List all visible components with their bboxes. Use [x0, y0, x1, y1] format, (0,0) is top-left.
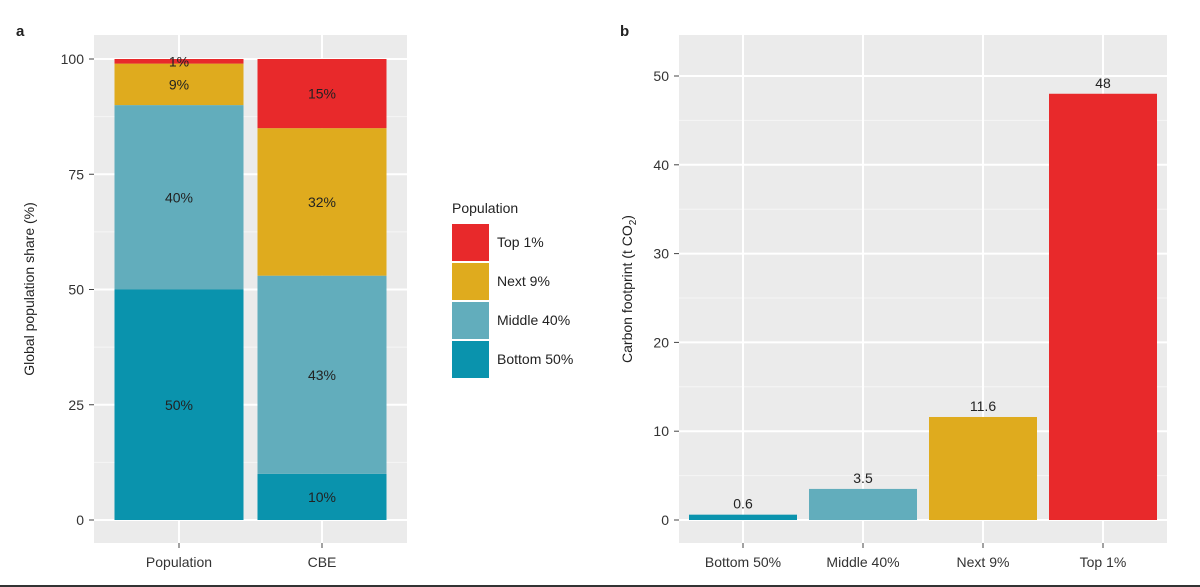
plot-a-bars: 50% 40% 9% 1% 10% 43% 32% 15% [114, 53, 387, 520]
plot-b-y-axis-label: Carbon footprint (t CO2) [619, 215, 639, 363]
bar [809, 488, 917, 520]
bar-segment [257, 473, 387, 520]
legend-label: Middle 40% [497, 312, 570, 328]
bar-segment [114, 105, 244, 290]
plot-b-y-axis-label-main: Carbon footprint (t CO [619, 225, 635, 363]
legend-title: Population [452, 200, 518, 216]
x-tick-label: Top 1% [1080, 554, 1127, 570]
segment-data-label: 10% [308, 489, 336, 505]
y-tick-label: 100 [61, 51, 85, 67]
bar-data-label: 0.6 [733, 496, 753, 512]
panel-b-label: b [620, 23, 629, 40]
x-tick-label: Next 9% [957, 554, 1010, 570]
plot-a-y-axis-label: Global population share (%) [21, 202, 37, 376]
bar-segment [114, 59, 244, 64]
legend: Population Top 1% Next 9% Middle 40% Bottom… [452, 200, 573, 378]
bar-data-label: 3.5 [853, 470, 873, 486]
legend-swatch [452, 263, 489, 300]
y-tick-label: 50 [653, 68, 669, 84]
plot-b-axes: 0 10 20 30 40 50 Bottom 50% Middle 40% Next 9% To… [653, 68, 1126, 570]
bar-data-label: 11.6 [970, 398, 996, 414]
panel-b: b 0.6 3.5 11.6 48 0 10 20 30 40 50 Bottom 50% Midd… [619, 23, 1167, 570]
segment-data-label: 1% [169, 53, 189, 69]
bar-segment [114, 289, 244, 520]
bar-segment [114, 63, 244, 106]
legend-label: Top 1% [497, 234, 544, 250]
y-tick-label: 40 [653, 157, 669, 173]
plot-b-bars: 0.6 3.5 11.6 48 [689, 75, 1157, 520]
bar-segment [257, 275, 387, 474]
y-tick-label: 0 [661, 512, 669, 528]
x-tick-label: Bottom 50% [705, 554, 781, 570]
legend-swatch [452, 341, 489, 378]
segment-data-label: 50% [165, 397, 193, 413]
bar-segment [257, 59, 387, 129]
legend-swatch [452, 302, 489, 339]
segment-data-label: 15% [308, 86, 336, 102]
panel-a-label: a [16, 23, 25, 40]
y-tick-label: 30 [653, 246, 669, 262]
bottom-rule [0, 585, 1200, 587]
bar-segment [257, 128, 387, 276]
y-tick-label: 10 [653, 423, 669, 439]
x-tick-label: Middle 40% [826, 554, 899, 570]
plot-a-axes: 0 25 50 75 100 Population CBE [61, 51, 337, 570]
bar [689, 514, 797, 520]
y-tick-label: 75 [68, 166, 84, 182]
legend-swatch [452, 224, 489, 261]
segment-data-label: 32% [308, 194, 336, 210]
y-tick-label: 25 [68, 397, 84, 413]
segment-data-label: 40% [165, 189, 193, 205]
y-tick-label: 0 [76, 512, 84, 528]
y-tick-label: 20 [653, 334, 669, 350]
legend-items: Top 1% Next 9% Middle 40% Bottom 50% [452, 224, 573, 378]
bar [929, 416, 1037, 520]
legend-label: Next 9% [497, 273, 550, 289]
bar-data-label: 48 [1095, 75, 1111, 91]
legend-label: Bottom 50% [497, 351, 573, 367]
plot-b-y-axis-label-end: ) [619, 215, 635, 220]
segment-data-label: 9% [169, 76, 189, 92]
x-tick-label: Population [146, 554, 212, 570]
y-tick-label: 50 [68, 282, 84, 298]
segment-data-label: 43% [308, 367, 336, 383]
bar [1049, 93, 1157, 520]
panel-a: a 50% 40% 9% 1% 10% 43% 32% 15% 0 25 50 75 100 Popul… [16, 23, 407, 570]
plot-b-y-axis-label-subscript: 2 [628, 219, 639, 225]
x-tick-label: CBE [308, 554, 337, 570]
